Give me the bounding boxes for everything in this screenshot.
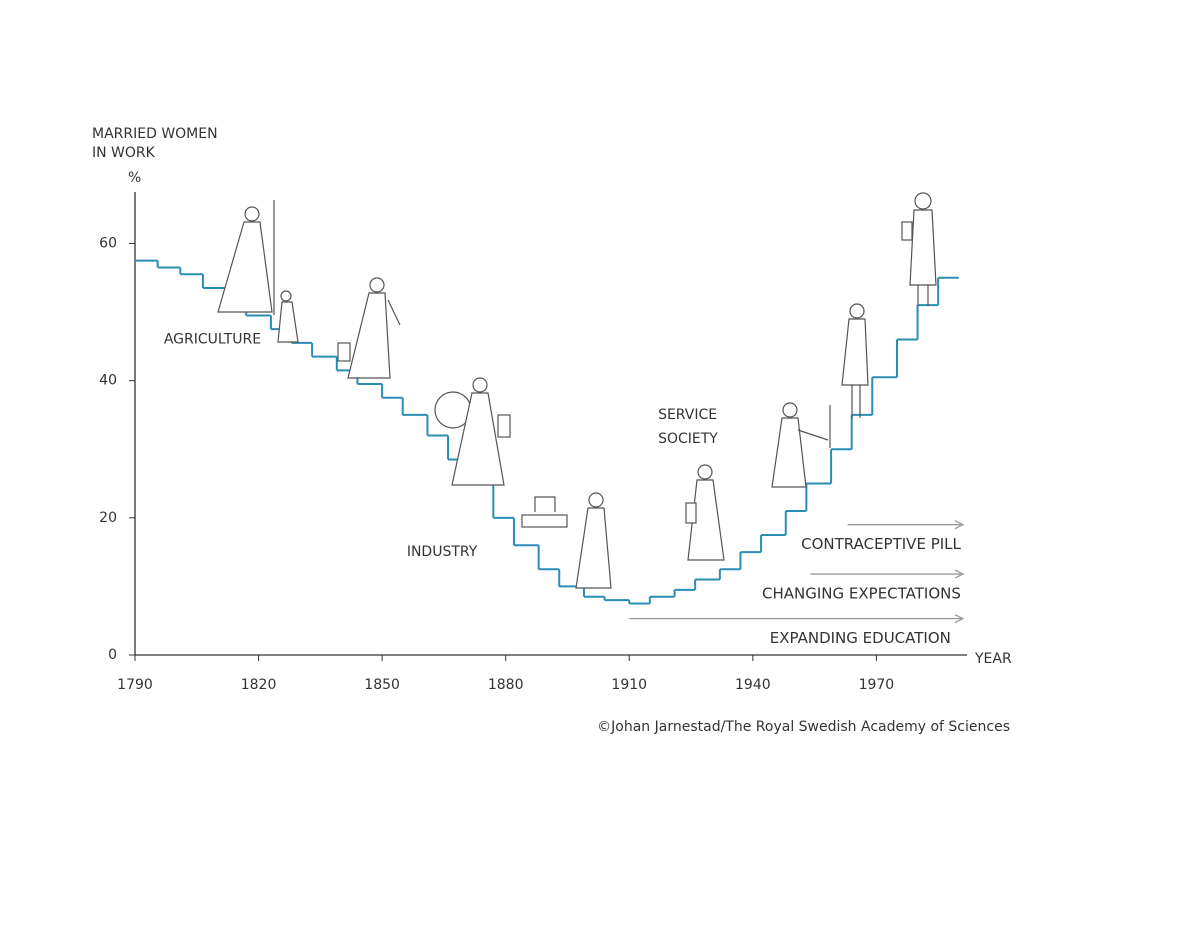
arrow-label: CHANGING EXPECTATIONS: [762, 585, 961, 603]
y-unit: %: [128, 170, 141, 186]
y-label: MARRIED WOMEN: [92, 126, 218, 142]
x-label: YEAR: [974, 651, 1012, 667]
arrow-head: [954, 614, 965, 624]
figure: [337, 277, 401, 379]
figure: [434, 377, 511, 486]
figure: [841, 303, 869, 418]
y-tick-label: 20: [99, 510, 117, 526]
y-tick-label: 0: [108, 647, 117, 663]
x-tick-label: 1790: [117, 677, 153, 693]
arrow-head: [954, 569, 965, 579]
figure: [521, 492, 612, 589]
figure: [771, 402, 831, 488]
annotation: INDUSTRY: [407, 544, 478, 560]
credit: ©Johan Jarnestad/The Royal Swedish Acade…: [597, 719, 1010, 735]
x-tick-label: 1880: [488, 677, 524, 693]
figure: [217, 200, 299, 343]
y-tick-label: 60: [99, 235, 117, 251]
arrow-head: [954, 520, 965, 530]
annotation: SERVICE: [658, 407, 717, 423]
annotation: SOCIETY: [658, 431, 718, 447]
y-tick-label: 40: [99, 373, 117, 389]
x-tick-label: 1970: [859, 677, 895, 693]
x-tick-label: 1910: [611, 677, 647, 693]
x-tick-label: 1940: [735, 677, 771, 693]
figure: [901, 192, 937, 306]
illustrations: [217, 192, 937, 589]
y-label: IN WORK: [92, 145, 156, 161]
arrow-label: CONTRACEPTIVE PILL: [801, 535, 961, 553]
x-tick-label: 1820: [241, 677, 277, 693]
x-tick-label: 1850: [364, 677, 400, 693]
arrow-label: EXPANDING EDUCATION: [770, 629, 951, 647]
annotation: AGRICULTURE: [164, 331, 261, 347]
figure: [685, 464, 725, 561]
plot: 0 20 40 60 1790 1820 1850 1880 1910 1940 1970 AGRIC…: [99, 192, 967, 693]
